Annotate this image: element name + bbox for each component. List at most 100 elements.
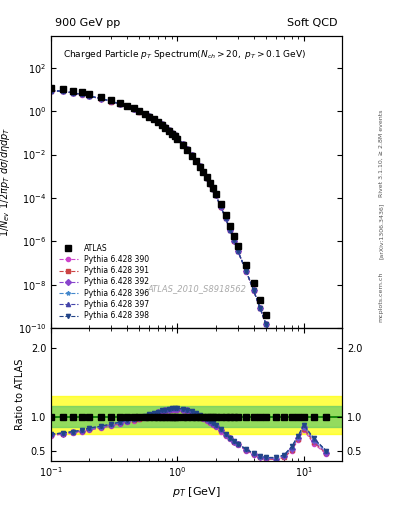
Pythia 6.428 391 bbox=[151, 116, 156, 122]
ATLAS bbox=[228, 223, 232, 229]
ATLAS bbox=[204, 174, 209, 180]
Pythia 6.428 396 bbox=[166, 127, 171, 133]
Pythia 6.428 392 bbox=[296, 390, 300, 396]
Pythia 6.428 398 bbox=[180, 140, 185, 146]
Pythia 6.428 392 bbox=[210, 186, 215, 193]
Pythia 6.428 396 bbox=[118, 101, 122, 107]
Pythia 6.428 396 bbox=[156, 119, 160, 125]
Pythia 6.428 392 bbox=[208, 181, 212, 187]
Pythia 6.428 392 bbox=[219, 203, 223, 209]
Pythia 6.428 391 bbox=[263, 321, 268, 327]
Pythia 6.428 396 bbox=[194, 158, 198, 164]
Pythia 6.428 390 bbox=[189, 152, 194, 158]
Pythia 6.428 398 bbox=[166, 127, 171, 133]
Pythia 6.428 392 bbox=[189, 152, 194, 158]
Pythia 6.428 398 bbox=[169, 130, 174, 136]
Pythia 6.428 397 bbox=[61, 88, 66, 94]
ATLAS bbox=[244, 262, 249, 268]
Pythia 6.428 392 bbox=[201, 169, 206, 175]
Pythia 6.428 390 bbox=[244, 268, 249, 274]
ATLAS bbox=[296, 386, 300, 392]
Pythia 6.428 391 bbox=[208, 181, 212, 187]
ATLAS bbox=[208, 180, 212, 186]
Pythia 6.428 390 bbox=[204, 175, 209, 181]
Pythia 6.428 391 bbox=[169, 130, 174, 136]
Pythia 6.428 390 bbox=[49, 88, 53, 94]
Pythia 6.428 397 bbox=[301, 398, 306, 404]
Pythia 6.428 391 bbox=[258, 305, 263, 311]
Pythia 6.428 396 bbox=[213, 192, 218, 198]
Pythia 6.428 398 bbox=[185, 146, 190, 153]
Pythia 6.428 392 bbox=[235, 248, 240, 254]
Pythia 6.428 391 bbox=[79, 92, 84, 98]
ATLAS bbox=[251, 280, 256, 286]
Pythia 6.428 397 bbox=[118, 101, 122, 107]
ATLAS bbox=[166, 127, 171, 134]
Pythia 6.428 392 bbox=[244, 268, 249, 274]
Pythia 6.428 390 bbox=[172, 132, 177, 138]
Pythia 6.428 391 bbox=[49, 88, 53, 94]
Pythia 6.428 397 bbox=[87, 93, 92, 99]
Pythia 6.428 391 bbox=[301, 398, 306, 404]
Pythia 6.428 398 bbox=[156, 119, 160, 125]
Pythia 6.428 390 bbox=[228, 227, 232, 233]
Pythia 6.428 397 bbox=[251, 287, 256, 293]
Pythia 6.428 392 bbox=[166, 127, 171, 133]
Pythia 6.428 398 bbox=[282, 370, 286, 376]
Pythia 6.428 392 bbox=[99, 96, 104, 102]
Pythia 6.428 391 bbox=[244, 268, 249, 274]
Pythia 6.428 396 bbox=[172, 132, 177, 138]
Pythia 6.428 396 bbox=[189, 152, 194, 158]
Pythia 6.428 392 bbox=[228, 227, 232, 233]
ATLAS bbox=[213, 190, 218, 197]
ATLAS bbox=[163, 125, 167, 131]
ATLAS bbox=[197, 163, 202, 169]
Pythia 6.428 397 bbox=[324, 461, 329, 467]
Pythia 6.428 396 bbox=[49, 88, 53, 94]
Pythia 6.428 392 bbox=[231, 238, 236, 244]
ATLAS bbox=[109, 97, 114, 103]
Pythia 6.428 398 bbox=[61, 88, 66, 94]
Pythia 6.428 390 bbox=[87, 93, 92, 99]
Line: Pythia 6.428 397: Pythia 6.428 397 bbox=[49, 89, 328, 466]
Pythia 6.428 398 bbox=[189, 152, 194, 158]
Pythia 6.428 392 bbox=[213, 192, 218, 198]
Pythia 6.428 390 bbox=[219, 204, 223, 210]
Pythia 6.428 397 bbox=[201, 169, 206, 175]
Pythia 6.428 398 bbox=[228, 226, 232, 232]
Pythia 6.428 396 bbox=[131, 105, 136, 112]
Pythia 6.428 391 bbox=[156, 119, 160, 125]
Pythia 6.428 390 bbox=[131, 106, 136, 112]
Pythia 6.428 391 bbox=[204, 175, 209, 181]
Pythia 6.428 392 bbox=[172, 132, 177, 138]
Pythia 6.428 398 bbox=[197, 163, 202, 169]
Pythia 6.428 390 bbox=[301, 398, 306, 404]
Pythia 6.428 392 bbox=[159, 121, 164, 127]
Pythia 6.428 398 bbox=[118, 101, 122, 107]
ATLAS bbox=[172, 133, 177, 139]
Pythia 6.428 392 bbox=[142, 111, 147, 117]
Text: Soft QCD: Soft QCD bbox=[288, 18, 338, 28]
Pythia 6.428 390 bbox=[137, 109, 142, 115]
Pythia 6.428 397 bbox=[163, 124, 167, 130]
Pythia 6.428 391 bbox=[228, 227, 232, 233]
ATLAS bbox=[210, 185, 215, 191]
Pythia 6.428 391 bbox=[131, 106, 136, 112]
Pythia 6.428 398 bbox=[151, 116, 156, 122]
Pythia 6.428 398 bbox=[201, 169, 206, 175]
Pythia 6.428 391 bbox=[142, 111, 147, 117]
Pythia 6.428 390 bbox=[166, 127, 171, 133]
Pythia 6.428 397 bbox=[189, 152, 194, 158]
Pythia 6.428 390 bbox=[71, 90, 76, 96]
Pythia 6.428 397 bbox=[166, 127, 171, 133]
Pythia 6.428 396 bbox=[312, 422, 316, 428]
Pythia 6.428 392 bbox=[125, 103, 130, 110]
Pythia 6.428 398 bbox=[163, 124, 167, 130]
Pythia 6.428 391 bbox=[175, 135, 180, 141]
Pythia 6.428 397 bbox=[231, 238, 236, 244]
Pythia 6.428 396 bbox=[79, 91, 84, 97]
Pythia 6.428 392 bbox=[151, 116, 156, 122]
ATLAS bbox=[194, 158, 198, 164]
Pythia 6.428 390 bbox=[231, 238, 236, 244]
Pythia 6.428 390 bbox=[210, 186, 215, 193]
